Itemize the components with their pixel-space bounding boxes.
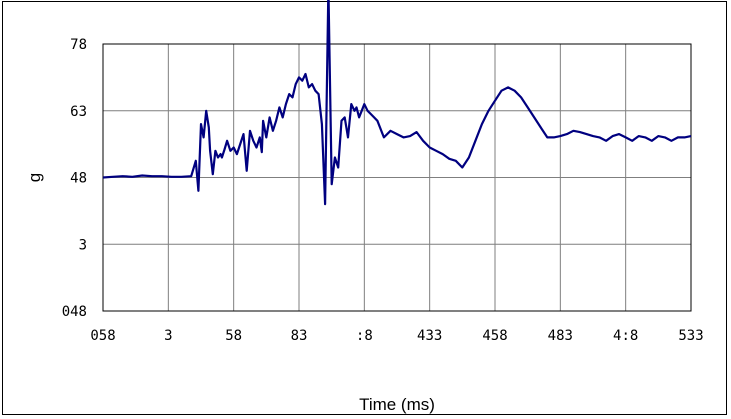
x-axis-ticks: 058 3 58 83 :8 433 458 483 4:8 533 bbox=[90, 328, 703, 344]
y-tick-label: 3 bbox=[79, 237, 87, 253]
x-tick-label: 433 bbox=[417, 328, 442, 344]
y-axis-title: g bbox=[25, 173, 44, 182]
x-tick-label: 58 bbox=[225, 328, 242, 344]
x-axis-title: Time (ms) bbox=[359, 395, 435, 414]
y-tick-label: 78 bbox=[70, 37, 87, 53]
y-tick-label: 048 bbox=[62, 304, 87, 320]
x-tick-label: 3 bbox=[164, 328, 172, 344]
y-tick-label: 63 bbox=[70, 104, 87, 120]
x-tick-label: 4:8 bbox=[613, 328, 638, 344]
x-tick-label: 058 bbox=[90, 328, 115, 344]
grid bbox=[102, 43, 692, 312]
y-tick-label: 48 bbox=[70, 171, 87, 187]
x-tick-label: 533 bbox=[678, 328, 703, 344]
x-tick-label: 483 bbox=[548, 328, 573, 344]
x-tick-label: 83 bbox=[291, 328, 308, 344]
y-axis-ticks: 78 63 48 3 048 bbox=[62, 37, 87, 320]
x-tick-label: 458 bbox=[482, 328, 507, 344]
x-tick-label: :8 bbox=[356, 328, 373, 344]
series-line bbox=[102, 0, 692, 206]
